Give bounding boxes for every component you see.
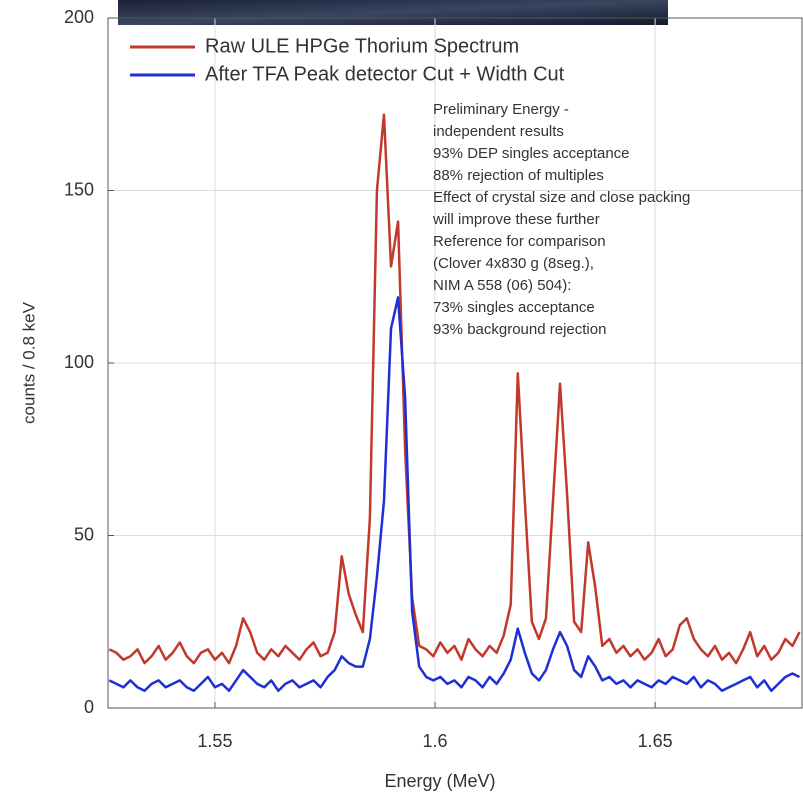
y-tick-label: 50 bbox=[74, 524, 94, 544]
header-band bbox=[118, 0, 668, 25]
x-axis-label: Energy (MeV) bbox=[384, 771, 495, 791]
y-tick-label: 0 bbox=[84, 697, 94, 717]
annotation-line: NIM A 558 (06) 504): bbox=[433, 277, 571, 294]
x-tick-label: 1.65 bbox=[638, 731, 673, 751]
legend-label: Raw ULE HPGe Thorium Spectrum bbox=[205, 35, 519, 57]
x-tick-label: 1.55 bbox=[197, 731, 232, 751]
y-tick-label: 150 bbox=[64, 179, 94, 199]
spectrum-line bbox=[108, 113, 801, 665]
annotation-line: Reference for comparison bbox=[433, 233, 606, 250]
x-tick-label: 1.6 bbox=[423, 731, 448, 751]
annotation-line: 88% rejection of multiples bbox=[433, 167, 604, 184]
annotation-line: independent results bbox=[433, 123, 564, 140]
annotation-line: 73% singles acceptance bbox=[433, 299, 595, 316]
annotation-line: will improve these further bbox=[432, 211, 600, 228]
annotation-line: 93% DEP singles acceptance bbox=[433, 145, 630, 162]
annotation-line: Effect of crystal size and close packing bbox=[433, 189, 690, 206]
y-tick-label: 200 bbox=[64, 7, 94, 27]
y-tick-label: 100 bbox=[64, 352, 94, 372]
annotation-line: 93% background rejection bbox=[433, 321, 606, 338]
legend-label: After TFA Peak detector Cut + Width Cut bbox=[205, 63, 565, 85]
y-axis-label: counts / 0.8 keV bbox=[19, 301, 38, 424]
plot-frame bbox=[107, 17, 803, 709]
spectrum-line bbox=[108, 296, 801, 692]
annotation-line: Preliminary Energy - bbox=[433, 101, 569, 118]
annotation-line: (Clover 4x830 g (8seg.), bbox=[433, 255, 594, 272]
